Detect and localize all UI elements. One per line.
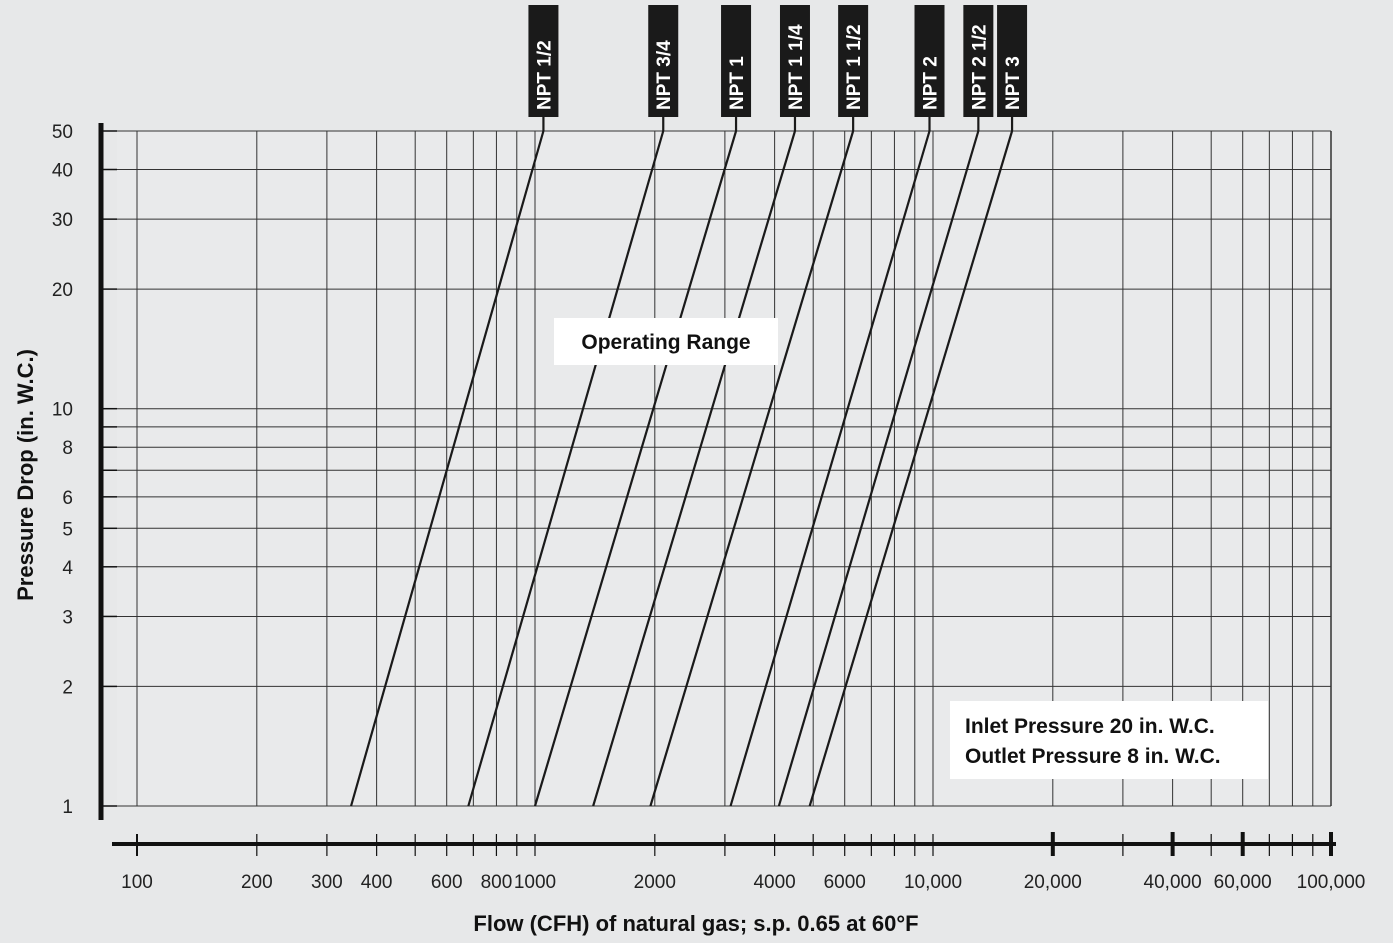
series-line	[592, 130, 797, 807]
series-line	[349, 130, 545, 807]
series-label-tag: NPT 2 1/2	[963, 5, 994, 117]
y-tick-label: 4	[62, 558, 73, 579]
series-label: NPT 1	[727, 56, 748, 110]
y-tick-label: 6	[62, 488, 73, 509]
y-tick-label: 3	[62, 607, 73, 628]
series-label: NPT 1 1/4	[786, 24, 807, 110]
y-tick-label: 20	[52, 280, 73, 301]
series-label: NPT 3	[1003, 56, 1024, 110]
series-label-tag: NPT 1	[721, 5, 752, 117]
x-tick-label: 600	[431, 872, 463, 893]
y-tick-label: 30	[52, 210, 73, 231]
series-line	[533, 130, 738, 807]
y-tick-label: 50	[52, 122, 73, 143]
series-line	[729, 130, 931, 807]
operating-range-label: Operating Range	[581, 331, 750, 354]
series-label-tag: NPT 2	[914, 5, 945, 117]
series-label: NPT 1/2	[534, 40, 555, 110]
series-label-tag-box	[914, 5, 945, 117]
x-tick-label: 10,000	[904, 872, 962, 893]
x-tick-label: 60,000	[1214, 872, 1272, 893]
x-tick-label: 100	[121, 872, 153, 893]
y-axis-title: Pressure Drop (in. W.C.)	[13, 349, 38, 601]
series-label: NPT 1 1/2	[844, 24, 865, 110]
series-label-tag-box	[528, 5, 559, 117]
series-label-tag: NPT 1 1/4	[779, 5, 810, 117]
series-label-tag: NPT 3/4	[648, 5, 679, 117]
x-tick-label: 100,000	[1297, 872, 1366, 893]
x-axis-title: Flow (CFH) of natural gas; s.p. 0.65 at …	[473, 911, 918, 936]
x-tick-label: 4000	[753, 872, 795, 893]
x-tick-label: 1000	[514, 872, 556, 893]
operating-range-box: Operating Range	[554, 318, 778, 365]
series-label: NPT 2	[921, 56, 942, 110]
grid-layer	[117, 130, 1332, 807]
y-tick-label: 1	[62, 797, 73, 818]
x-tick-label: 40,000	[1144, 872, 1202, 893]
series-label-tag: NPT 1 1/2	[838, 5, 869, 117]
y-tick-label: 40	[52, 161, 73, 182]
x-tick-label: 400	[361, 872, 393, 893]
x-tick-label: 300	[311, 872, 343, 893]
series-label-tag-box	[963, 5, 994, 117]
conditions-note: Inlet Pressure 20 in. W.C. Outlet Pressu…	[950, 701, 1268, 779]
series-label-tag-box	[721, 5, 752, 117]
y-tick-label: 5	[62, 519, 73, 540]
series-label: NPT 2 1/2	[969, 24, 990, 110]
y-tick-label: 10	[52, 400, 73, 421]
series-line	[649, 130, 855, 807]
series-line	[467, 130, 665, 807]
series-label-tag-box	[997, 5, 1028, 117]
series-label-tag-box	[779, 5, 810, 117]
x-tick-label: 200	[241, 872, 273, 893]
series-lines-layer	[349, 116, 1014, 807]
series-label: NPT 3/4	[654, 40, 675, 110]
x-tick-label: 20,000	[1024, 872, 1082, 893]
x-tick-label: 6000	[824, 872, 866, 893]
series-label-tag-box	[648, 5, 679, 117]
inlet-pressure-note: Inlet Pressure 20 in. W.C.	[965, 715, 1215, 738]
y-tick-label: 2	[62, 677, 73, 698]
series-label-tag-box	[838, 5, 869, 117]
outlet-pressure-note: Outlet Pressure 8 in. W.C.	[965, 745, 1221, 768]
x-tick-label: 800	[481, 872, 513, 893]
series-label-tag: NPT 1/2	[528, 5, 559, 117]
series-labels-layer: NPT 1/2 NPT 3/4 NPT 1 NPT 1 1/4 NPT 1 1/2 NPT…	[528, 5, 1028, 117]
series-line	[777, 130, 980, 807]
series-label-tag: NPT 3	[997, 5, 1028, 117]
y-tick-label: 8	[62, 438, 73, 459]
axes-layer: 1 2 3 4 5 6 8 10 20 30 40 50 100 200 300 400 600 800 1000 2…	[52, 122, 1365, 893]
plot-area	[117, 131, 1331, 806]
x-tick-label: 2000	[634, 872, 676, 893]
series-line	[808, 130, 1014, 807]
